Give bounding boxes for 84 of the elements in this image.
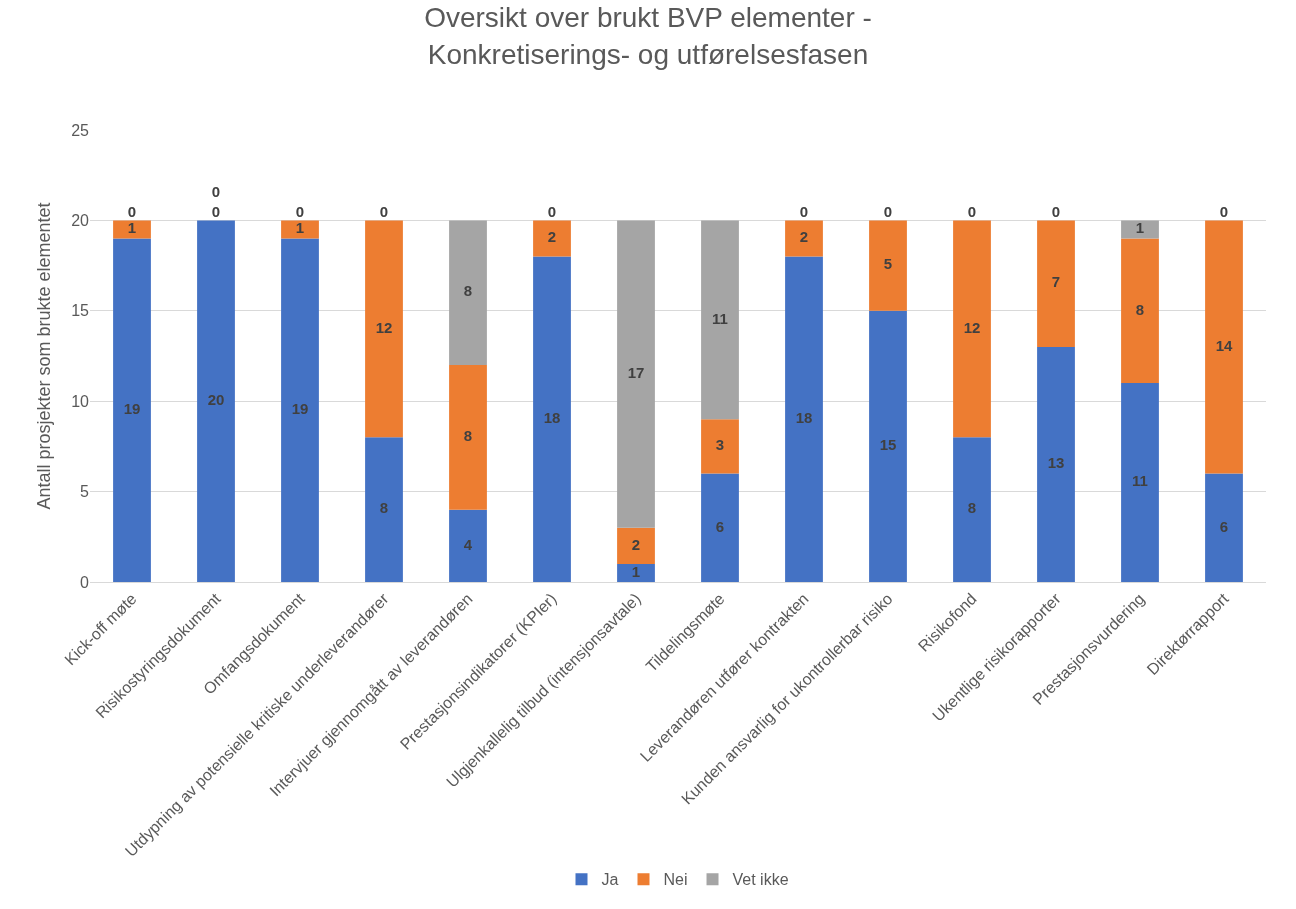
data-label: 0	[883, 202, 893, 220]
data-label: 11	[712, 309, 728, 327]
data-label: 18	[543, 409, 561, 427]
y-tick-label: 20	[71, 212, 90, 229]
bar	[869, 220, 907, 311]
bar	[869, 310, 907, 582]
y-tick-label: 15	[71, 302, 90, 320]
bar	[113, 238, 151, 582]
bar	[617, 220, 655, 528]
data-label: 2	[799, 228, 809, 246]
data-label: 0	[127, 202, 137, 220]
data-label: 19	[123, 399, 141, 417]
data-label: 1	[295, 219, 305, 237]
data-label: 0	[547, 202, 557, 220]
data-label: 6	[1219, 517, 1229, 535]
y-tick-label: 25	[71, 121, 90, 139]
data-label: 18	[795, 409, 813, 427]
data-label: 1	[127, 219, 137, 237]
bar	[365, 437, 403, 582]
bar	[533, 256, 571, 582]
bar	[617, 527, 655, 564]
data-label: 11	[1132, 472, 1148, 490]
data-label: 1	[631, 562, 641, 580]
bar	[701, 220, 739, 420]
bar	[701, 473, 739, 582]
bar	[785, 220, 823, 257]
y-tick-label: 5	[80, 483, 90, 501]
data-label: 2	[631, 535, 641, 553]
bar	[785, 256, 823, 582]
bar	[1121, 220, 1159, 239]
data-label: 17	[627, 363, 645, 381]
bar	[365, 220, 403, 438]
data-label: 0	[379, 202, 389, 220]
legend-label: Ja	[601, 871, 619, 889]
data-label: 8	[1135, 300, 1145, 318]
bar	[281, 220, 319, 239]
data-label: 12	[963, 318, 981, 336]
data-label: 15	[879, 436, 897, 454]
data-label: 0	[211, 202, 221, 220]
data-label: 6	[715, 517, 725, 535]
data-label: 0	[1219, 202, 1229, 220]
data-label: 5	[883, 255, 893, 273]
data-label: 19	[291, 399, 309, 417]
data-label: 8	[463, 282, 473, 300]
bar	[1205, 473, 1243, 582]
data-label: 8	[379, 499, 389, 517]
data-label: 3	[715, 436, 725, 454]
chart-title: Oversikt over brukt BVP elementer - Konkretiserings- og utførelsesfasen	[424, 2, 872, 70]
data-label: 20	[207, 390, 225, 408]
data-label: 0	[967, 202, 977, 220]
data-label: 4	[463, 535, 473, 553]
data-label: 0	[1051, 202, 1061, 220]
legend-label: Vet ikke	[732, 871, 789, 889]
data-label: 0	[211, 182, 221, 200]
data-label: 7	[1051, 273, 1061, 291]
bar	[953, 220, 991, 438]
data-label: 13	[1047, 454, 1065, 472]
data-label: 2	[547, 228, 557, 246]
bar	[449, 220, 487, 366]
bar	[1037, 346, 1075, 582]
bar	[1205, 220, 1243, 474]
bar	[1121, 238, 1159, 384]
bar	[701, 419, 739, 474]
bar	[281, 238, 319, 582]
data-label: 14	[1215, 336, 1233, 354]
data-label: 0	[295, 202, 305, 220]
y-tick-label: 10	[71, 392, 90, 410]
bar	[449, 509, 487, 582]
y-axis-title: Antall prosjekter som brukte elementet	[34, 202, 55, 510]
legend-label: Nei	[663, 871, 688, 889]
bar	[953, 437, 991, 582]
bar	[1121, 383, 1159, 582]
data-label: 1	[1135, 219, 1145, 237]
bar	[113, 220, 151, 239]
data-label: 8	[967, 499, 977, 517]
data-label: 8	[463, 427, 473, 445]
data-label: 12	[375, 318, 393, 336]
bar	[533, 220, 571, 257]
bar	[449, 365, 487, 510]
bar	[197, 220, 235, 582]
bar	[1037, 220, 1075, 347]
y-tick-label: 0	[80, 573, 90, 591]
data-label: 0	[799, 202, 809, 220]
bar	[617, 563, 655, 582]
